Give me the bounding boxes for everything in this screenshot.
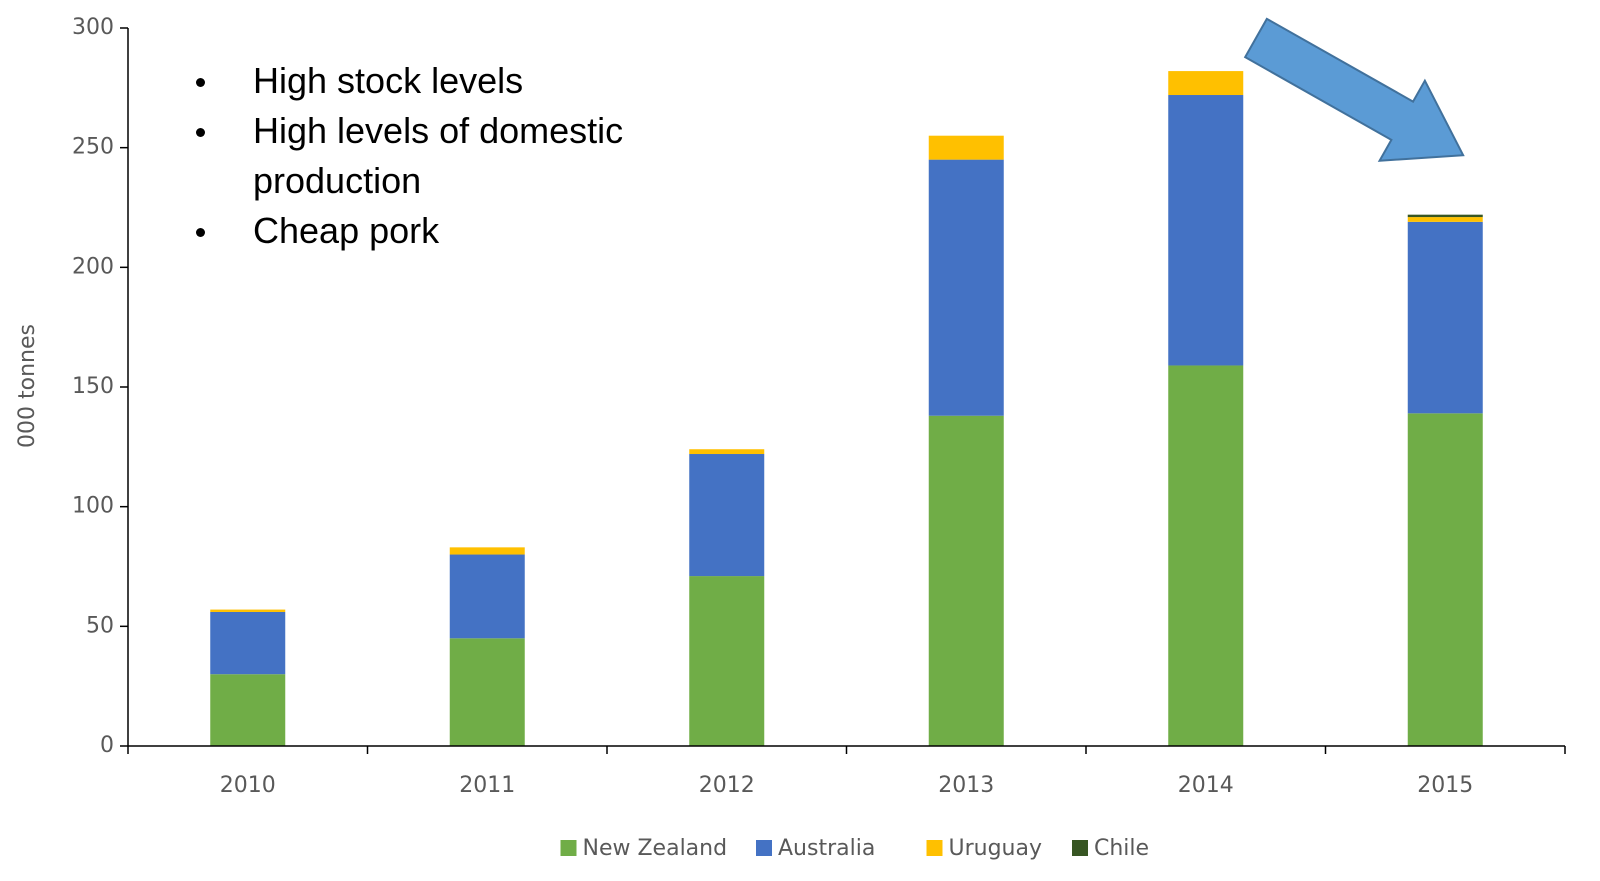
bar-segment: [928, 159, 1004, 416]
bar-segment: [1168, 95, 1244, 366]
bar-segment: [210, 611, 286, 675]
annotation: High levels of domestic production: [190, 106, 710, 206]
x-tick-label: 2010: [220, 773, 276, 798]
bar-segment: [928, 415, 1004, 746]
x-tick-label: 2014: [1178, 773, 1234, 798]
annotation: High stock levels: [190, 56, 710, 106]
legend-label: Uruguay: [949, 836, 1043, 861]
legend-swatch: [756, 840, 772, 856]
bar-segment: [1168, 365, 1244, 746]
x-tick-label: 2013: [938, 773, 994, 798]
y-tick-label: 50: [86, 613, 114, 638]
legend-swatch: [1072, 840, 1088, 856]
legend-swatch: [926, 840, 943, 856]
bar-segment: [689, 449, 765, 455]
y-tick-label: 200: [72, 254, 114, 279]
bar-segment: [689, 576, 765, 746]
trend-arrow: [1243, 17, 1465, 162]
y-axis-label: 000 tonnes: [15, 324, 40, 448]
y-tick-label: 0: [100, 733, 114, 758]
y-tick-label: 300: [72, 15, 114, 40]
x-tick-label: 2012: [699, 773, 755, 798]
bar-segment: [210, 674, 286, 746]
bar-segment: [449, 547, 525, 555]
bar-segment: [449, 638, 525, 746]
bar-segment: [1407, 413, 1483, 746]
y-tick-label: 100: [72, 494, 114, 519]
bar-segment: [1407, 221, 1483, 414]
bar-segment: [210, 609, 286, 612]
legend-label: Chile: [1094, 836, 1149, 861]
bar-segment: [928, 135, 1004, 160]
y-tick-label: 150: [72, 374, 114, 399]
bar-segment: [1168, 71, 1244, 96]
bar-segment: [1407, 214, 1483, 218]
bar-segment: [689, 454, 765, 577]
x-tick-label: 2015: [1417, 773, 1473, 798]
annotation-list: High stock levels High levels of domestic…: [190, 56, 710, 256]
bar-segment: [449, 554, 525, 639]
legend-label: New Zealand: [583, 836, 728, 861]
x-tick-label: 2011: [459, 773, 515, 798]
bar-segment: [1407, 217, 1483, 222]
legend-swatch: [560, 840, 577, 856]
legend-label: Australia: [778, 836, 875, 861]
y-tick-label: 250: [72, 135, 114, 160]
annotation: Cheap pork: [190, 206, 710, 256]
